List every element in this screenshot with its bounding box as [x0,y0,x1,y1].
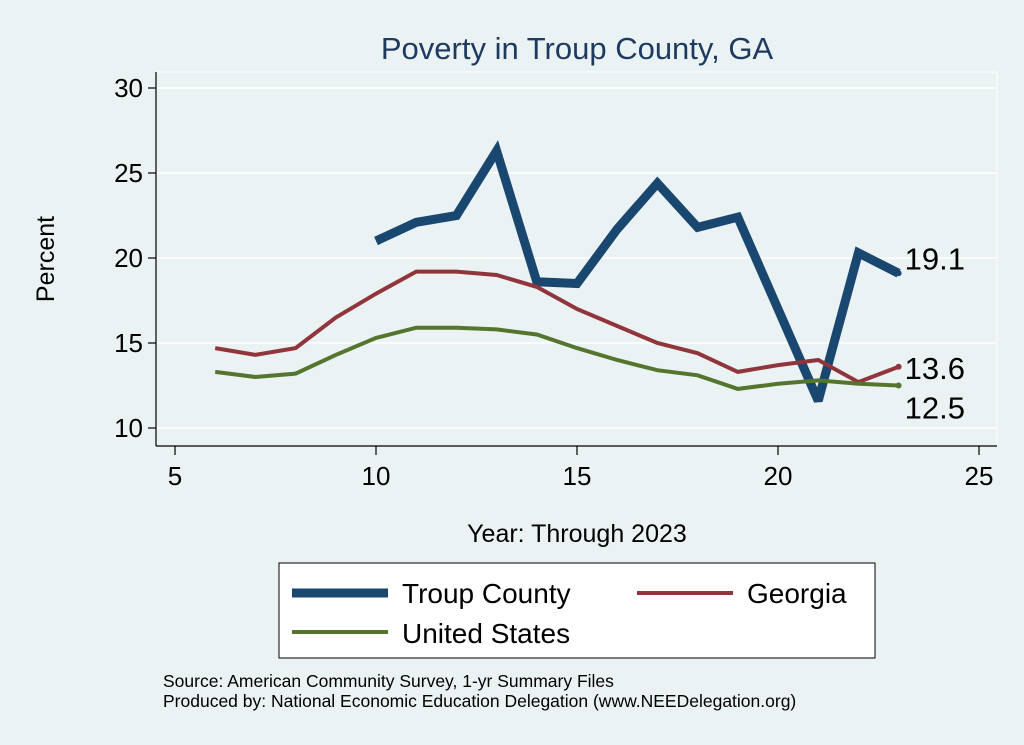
x-tick-label: 10 [362,461,391,491]
x-tick-label: 20 [764,461,793,491]
x-tick-label: 5 [168,461,182,491]
series-line-troup [374,140,901,403]
end-labels: 19.1 13.6 12.5 [905,241,965,425]
end-label: 12.5 [905,391,965,426]
y-tick-label: 15 [114,328,143,358]
y-tick-label: 20 [114,243,143,273]
series-end-point [895,270,902,277]
chart-title: Poverty in Troup County, GA [381,31,774,66]
gridlines [156,87,997,429]
end-label: 13.6 [905,351,965,386]
producer-note: Produced by: National Economic Education… [163,691,796,711]
series-line-us [214,325,899,391]
end-label: 19.1 [905,241,965,276]
legend: Troup County Georgia United States [278,562,876,659]
y-axis-title: Percent [32,216,60,302]
x-axis-title: Year: Through 2023 [467,520,687,548]
source-note: Source: American Community Survey, 1-yr … [163,671,614,691]
series-lines [214,140,902,403]
legend-label-us: United States [402,618,570,649]
legend-label-georgia: Georgia [747,578,847,609]
y-tick-label: 30 [114,73,143,103]
series-line-georgia [214,269,900,385]
x-tick-label: 25 [965,461,994,491]
series-end-point [895,363,902,370]
legend-label-troup: Troup County [402,578,571,609]
y-tick-label: 10 [114,413,143,443]
legend-box [278,562,876,659]
ticks: 10 15 20 25 30 5 10 15 20 25 [114,73,993,491]
series-end-point [895,382,902,389]
x-tick-label: 15 [563,461,592,491]
y-tick-label: 25 [114,158,143,188]
